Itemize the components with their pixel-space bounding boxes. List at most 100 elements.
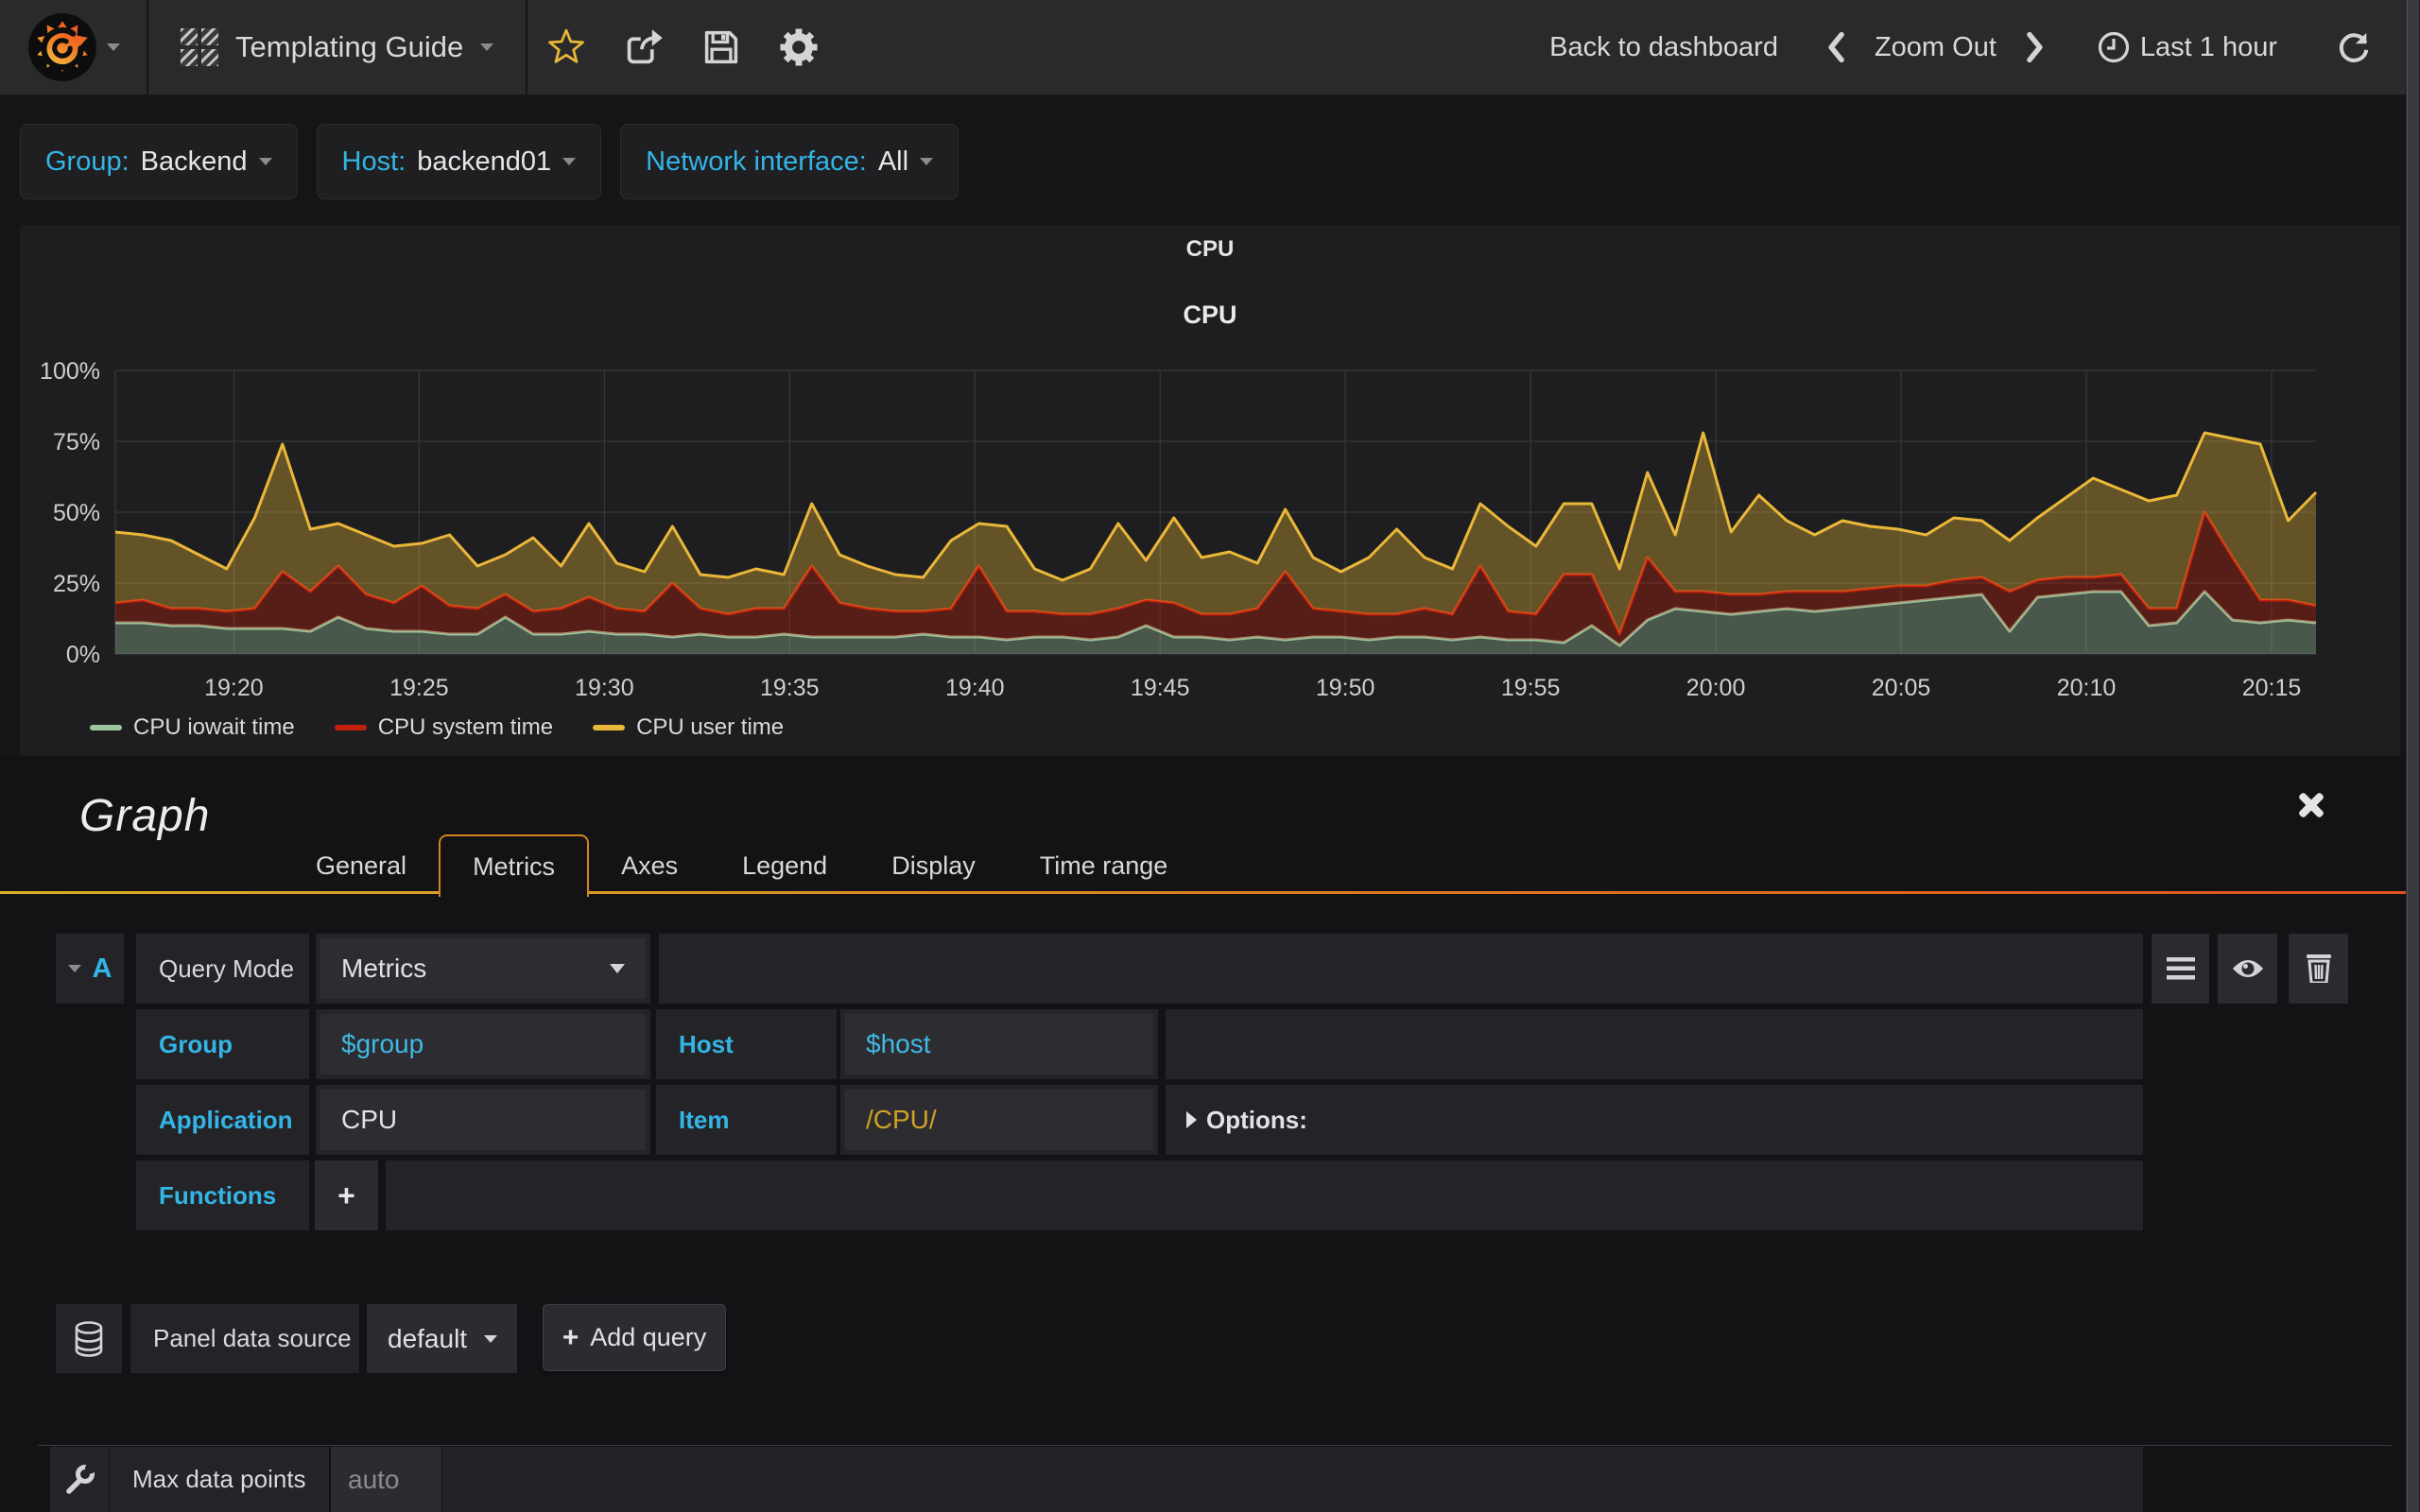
editor-tab-border: [0, 891, 2406, 894]
svg-text:19:20: 19:20: [204, 675, 264, 701]
navbar: Templating Guide: [0, 0, 2406, 94]
host-label-cell: Host: [656, 1009, 837, 1079]
group-input[interactable]: $group: [316, 1009, 650, 1079]
application-label-cell: Application: [136, 1085, 309, 1155]
svg-text:100%: 100%: [40, 358, 100, 385]
star-icon: [548, 28, 585, 63]
dashboard-grid-icon: [181, 28, 218, 66]
svg-text:19:30: 19:30: [575, 675, 634, 701]
options-expand-icon: [1186, 1111, 1197, 1128]
item-input[interactable]: /CPU/: [840, 1085, 1158, 1155]
tab-time-range[interactable]: Time range: [1039, 850, 1168, 880]
legend-swatch-iowait: [90, 725, 122, 730]
variable-host-label: Host:: [341, 146, 406, 177]
dashboard-actions: [527, 0, 838, 94]
query-letter: A: [92, 953, 112, 984]
query-row-application-item: Application CPU Item /CPU/ Options:: [0, 1085, 2406, 1155]
scrollbar[interactable]: [2406, 0, 2420, 1512]
hamburger-menu-icon: [2166, 957, 2195, 980]
variable-netif-value: All: [877, 146, 909, 177]
collapse-caret-icon: [67, 965, 81, 972]
settings-button[interactable]: [760, 0, 838, 94]
query-row-spacer: [659, 934, 2143, 1004]
gear-icon: [780, 28, 818, 66]
query-row-a: A Query Mode Metrics: [0, 934, 2406, 1004]
grafana-logo-icon: [27, 13, 96, 81]
cpu-chart[interactable]: 19:20 19:25 19:30 19:35 19:40 19:45 19:50 19:55…: [20, 225, 2400, 756]
refresh-button[interactable]: [2336, 29, 2372, 65]
legend-swatch-user: [593, 725, 626, 730]
legend-item-iowait[interactable]: CPU iowait time: [90, 714, 295, 741]
svg-text:19:50: 19:50: [1316, 675, 1375, 701]
time-shift-right-button[interactable]: [2023, 31, 2048, 63]
tab-general[interactable]: General: [316, 850, 407, 880]
max-data-points-row: Max data points auto: [0, 1447, 2406, 1512]
star-button[interactable]: [527, 0, 605, 94]
svg-text:20:15: 20:15: [2242, 675, 2302, 701]
editor-panel-type: Graph: [79, 791, 211, 841]
time-picker-button[interactable]: Last 1 hour: [2097, 30, 2277, 64]
svg-text:19:40: 19:40: [945, 675, 1005, 701]
dashboard-picker[interactable]: Templating Guide: [148, 0, 528, 94]
navbar-right-controls: Back to dashboard Zoom Out Last 1 hour: [1549, 0, 2372, 94]
template-variables: Group: Backend Host: backend01 Network i…: [20, 124, 959, 199]
tab-axes[interactable]: Axes: [621, 850, 679, 880]
add-query-button[interactable]: + Add query: [543, 1304, 726, 1371]
chevron-down-icon: [920, 158, 934, 165]
database-icon: [75, 1320, 103, 1357]
close-icon[interactable]: [2292, 786, 2330, 824]
legend-swatch-system: [334, 725, 367, 730]
time-shift-left-button[interactable]: [1824, 31, 1848, 63]
zoom-out-button[interactable]: Zoom Out: [1874, 31, 1996, 62]
datasource-select[interactable]: default: [367, 1304, 517, 1373]
editor-tabs: General Metrics Axes Legend Display Time…: [284, 834, 1200, 897]
options-toggle[interactable]: Options:: [1166, 1085, 2143, 1155]
max-data-points-input[interactable]: auto: [331, 1447, 441, 1512]
host-input[interactable]: $host: [840, 1009, 1158, 1079]
variable-network-interface[interactable]: Network interface: All: [620, 124, 959, 199]
query-delete-button[interactable]: [2289, 934, 2348, 1004]
svg-text:50%: 50%: [53, 500, 100, 526]
logo-menu-caret-icon: [106, 43, 120, 51]
variable-group-label: Group:: [45, 146, 130, 177]
save-button[interactable]: [683, 0, 760, 94]
chevron-down-icon: [258, 158, 272, 165]
datasource-row: Panel data source default + Add query: [0, 1304, 2406, 1373]
svg-text:20:05: 20:05: [1872, 675, 1931, 701]
svg-text:75%: 75%: [53, 429, 100, 455]
grafana-logo-button[interactable]: [0, 0, 148, 94]
svg-text:19:45: 19:45: [1131, 675, 1190, 701]
query-menu-button[interactable]: [2152, 934, 2209, 1004]
chart-title: CPU: [1183, 301, 1237, 329]
editor-header: Graph General Metrics Axes Legend Displa…: [0, 756, 2406, 897]
query-toggle-visibility-button[interactable]: [2218, 934, 2277, 1004]
functions-label-cell: Functions: [136, 1160, 309, 1230]
panel-title[interactable]: CPU: [1185, 236, 1235, 262]
svg-text:19:25: 19:25: [389, 675, 449, 701]
svg-text:20:10: 20:10: [2057, 675, 2117, 701]
variable-host[interactable]: Host: backend01: [316, 124, 602, 199]
query-mode-select[interactable]: Metrics: [316, 934, 650, 1004]
tab-metrics[interactable]: Metrics: [439, 834, 590, 897]
share-button[interactable]: [605, 0, 683, 94]
back-to-dashboard-button[interactable]: Back to dashboard: [1549, 31, 1778, 62]
wrench-icon: [66, 1463, 95, 1494]
variable-group-value: Backend: [140, 146, 248, 177]
panel-options-icon-cell: [50, 1447, 109, 1512]
max-data-points-label-cell: Max data points: [110, 1447, 329, 1512]
share-icon: [627, 29, 664, 64]
query-letter-toggle[interactable]: A: [56, 934, 124, 1004]
scrollbar-thumb[interactable]: [2407, 0, 2419, 1512]
chevron-down-icon: [610, 964, 625, 973]
legend-item-system[interactable]: CPU system time: [334, 714, 553, 741]
add-function-button[interactable]: +: [315, 1160, 378, 1230]
variable-group[interactable]: Group: Backend: [20, 124, 298, 199]
query-row-functions: Functions +: [0, 1160, 2406, 1230]
tab-display[interactable]: Display: [891, 850, 976, 880]
legend-item-user[interactable]: CPU user time: [593, 714, 784, 741]
application-input[interactable]: CPU: [316, 1085, 650, 1155]
svg-text:0%: 0%: [66, 642, 100, 668]
tab-legend[interactable]: Legend: [742, 850, 828, 880]
clock-icon: [2098, 31, 2129, 63]
query-row-group-host: Group $group Host $host: [0, 1009, 2406, 1079]
